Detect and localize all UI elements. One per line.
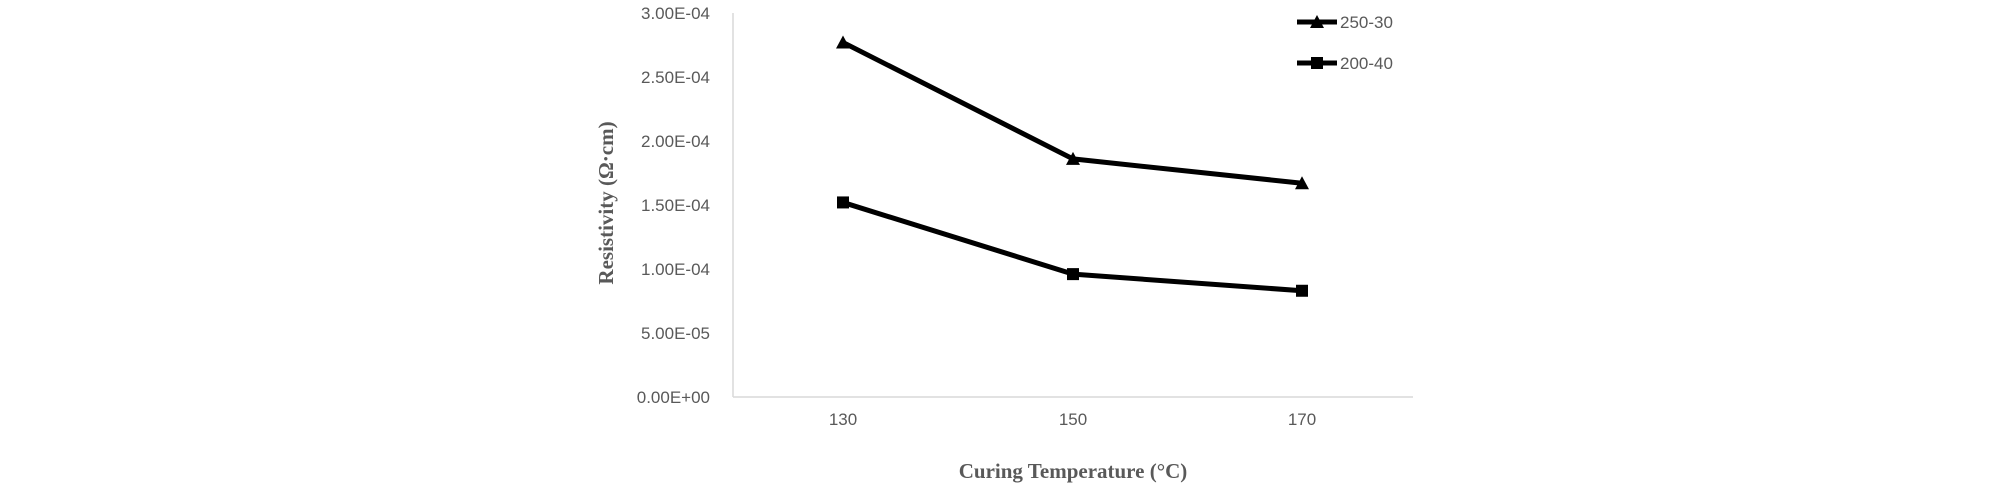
data-point — [1067, 268, 1079, 281]
series-group — [836, 35, 1309, 297]
data-point — [1295, 176, 1309, 190]
series-250-30 — [836, 35, 1309, 190]
y-axis-title: Resistivity (Ω·cm) — [594, 121, 618, 284]
y-tick-label: 0.00E+00 — [637, 388, 710, 407]
x-tick-label: 170 — [1288, 410, 1316, 429]
legend-marker — [1311, 57, 1323, 69]
legend-label: 200-40 — [1340, 54, 1393, 73]
axes — [732, 13, 1413, 398]
x-tick-label: 150 — [1059, 410, 1087, 429]
y-tick-label: 1.50E-04 — [641, 196, 710, 215]
y-tick-label: 3.00E-04 — [641, 4, 710, 23]
legend-item: 200-40 — [1297, 54, 1393, 73]
legend: 250-30 200-40 — [1297, 13, 1393, 73]
data-point — [1296, 284, 1308, 297]
y-tick-label: 2.50E-04 — [641, 68, 710, 87]
data-point — [836, 35, 850, 49]
y-axis-ticks: 0.00E+00 5.00E-05 1.00E-04 1.50E-04 2.00E-04… — [637, 4, 710, 407]
y-tick-label: 1.00E-04 — [641, 260, 710, 279]
legend-item: 250-30 — [1297, 13, 1393, 32]
data-point — [837, 196, 849, 209]
x-axis-title: Curing Temperature (°C) — [959, 459, 1188, 483]
legend-marker — [1310, 15, 1324, 28]
x-tick-label: 130 — [829, 410, 857, 429]
y-tick-label: 2.00E-04 — [641, 132, 710, 151]
data-point — [1066, 151, 1080, 165]
x-axis-ticks: 130 150 170 — [829, 410, 1316, 429]
legend-label: 250-30 — [1340, 13, 1393, 32]
series-200-40 — [837, 196, 1308, 297]
y-tick-label: 5.00E-05 — [641, 324, 710, 343]
